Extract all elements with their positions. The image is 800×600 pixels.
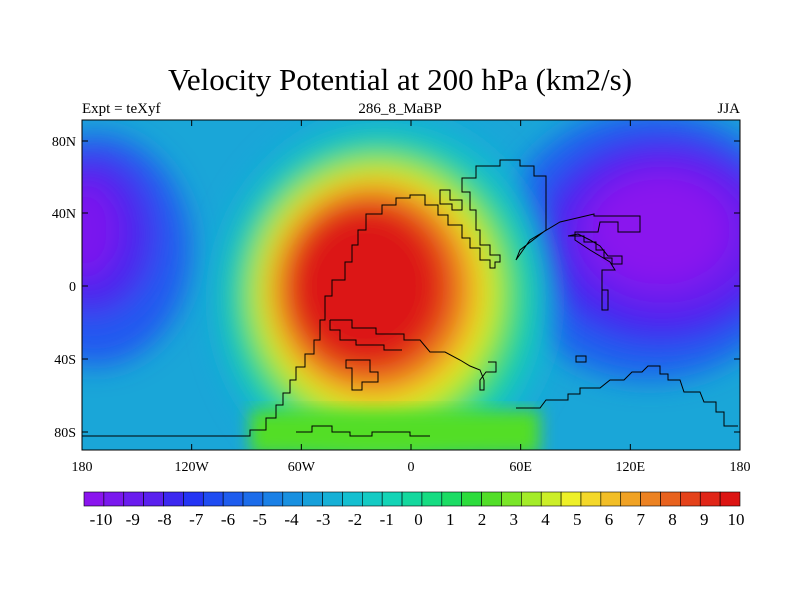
colorbar-swatch (342, 491, 363, 507)
coastline-segment (82, 159, 641, 437)
x-tick-label: 0 (408, 460, 415, 475)
colorbar-swatch (163, 491, 184, 507)
colorbar-label: 0 (414, 510, 423, 529)
coastline-segment (516, 365, 738, 427)
colorbar-swatch (83, 491, 105, 507)
colorbar-swatch (699, 491, 721, 507)
season-label: JJA (717, 101, 740, 117)
colorbar-label: -6 (221, 510, 235, 529)
colorbar-label: -1 (380, 510, 394, 529)
colorbar-label: -5 (253, 510, 267, 529)
colorbar-swatch (640, 491, 661, 507)
colorbar-swatch (560, 491, 582, 507)
colorbar-label: -2 (348, 510, 362, 529)
colorbar-swatch (501, 491, 522, 507)
colorbar-label: 4 (541, 510, 550, 529)
experiment-label: Expt = teXyf (82, 101, 161, 117)
colorbar-swatch (441, 491, 462, 507)
coastline-segment (439, 189, 463, 211)
colorbar-label: 10 (728, 510, 745, 529)
colorbar-label: -7 (189, 510, 204, 529)
x-tick-label: 180 (72, 460, 93, 475)
colorbar-label: 5 (573, 510, 582, 529)
x-tick-label: 60W (288, 460, 316, 475)
map-title: Velocity Potential at 200 hPa (km2/s) (167, 62, 633, 97)
colorbar-label: -4 (284, 510, 299, 529)
colorbar-label: -8 (157, 510, 171, 529)
colorbar-label: -3 (316, 510, 330, 529)
colorbar-swatch (660, 491, 681, 507)
colorbar-swatch (362, 491, 383, 507)
colorbar-swatch (481, 491, 502, 507)
y-tick-label: 80S (54, 426, 76, 441)
colorbar-label: 3 (510, 510, 519, 529)
y-tick-label: 0 (69, 280, 76, 295)
coastline-segment (296, 425, 430, 437)
period-label: 286_8_MaBP (358, 101, 442, 117)
colorbar-swatch (540, 491, 562, 507)
colorbar-swatch (719, 491, 741, 507)
colorbar-swatch (521, 491, 542, 507)
colorbar-swatch (600, 491, 622, 507)
colorbar-swatch (461, 491, 482, 507)
colorbar-swatch (680, 491, 701, 507)
colorbar-label: -9 (126, 510, 140, 529)
colorbar-swatch (580, 491, 602, 507)
map-axes: 180 120W 60W 0 60E 120E 180 80N 40N 0 40S 80S (52, 120, 751, 475)
colorbar-swatch (262, 491, 284, 507)
colorbar-swatch (401, 491, 423, 507)
coastline-segment (345, 359, 379, 391)
colorbar-swatch (322, 491, 343, 507)
coastline-segment (330, 319, 485, 381)
colorbar-swatch (421, 491, 443, 507)
colorbar-swatch (620, 491, 641, 507)
x-tick-label: 180 (730, 460, 751, 475)
y-tick-label: 40S (54, 353, 76, 368)
coastline-segment (575, 355, 587, 363)
colorbar-swatch (202, 491, 224, 507)
x-tick-label: 120E (616, 460, 646, 475)
colorbar-label: -10 (90, 510, 113, 529)
colorbar-label: 9 (700, 510, 709, 529)
velocity-potential-field (82, 120, 740, 450)
colorbar-swatch (302, 491, 323, 507)
colorbar-swatch (103, 491, 125, 507)
colorbar-label: 1 (446, 510, 455, 529)
y-tick-label: 40N (52, 207, 76, 222)
x-tick-label: 120W (175, 460, 210, 475)
coastline-segment (479, 361, 497, 391)
colorbar-swatch (282, 491, 303, 507)
colorbar-swatch (183, 491, 204, 507)
colorbar-swatch (242, 491, 264, 507)
colorbar-swatch (143, 491, 164, 507)
coastline-segment (329, 320, 402, 351)
colorbar-swatch (381, 491, 403, 507)
colorbar-swatch (123, 491, 144, 507)
colorbar-label: 2 (478, 510, 487, 529)
colorbar-swatch (222, 491, 244, 507)
y-tick-label: 80N (52, 135, 76, 150)
colorbar-label: 7 (637, 510, 646, 529)
colorbar-label: 6 (605, 510, 614, 529)
coastlines (82, 159, 738, 437)
x-tick-label: 60E (509, 460, 532, 475)
coastline-segment (567, 233, 623, 265)
colorbar: -10 -9 -8 -7 -6 -5 -4 -3 -2 -1 0 1 2 3 4 5 6 7 8 9 10 (83, 491, 745, 529)
colorbar-label: 8 (668, 510, 677, 529)
